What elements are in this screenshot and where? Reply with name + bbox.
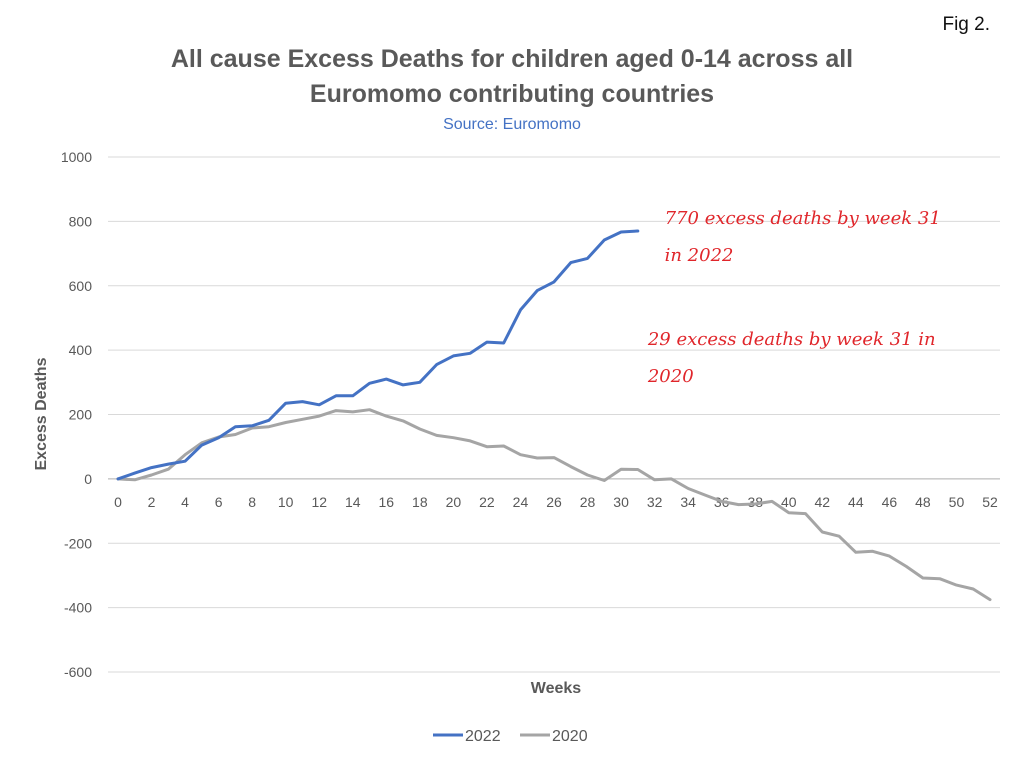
y-tick-label: 400 — [69, 342, 93, 358]
x-tick-label: 28 — [580, 494, 596, 510]
y-tick-label: 0 — [84, 471, 92, 487]
series-lines — [116, 229, 992, 602]
x-tick-label: 48 — [915, 494, 931, 510]
x-tick-label: 4 — [181, 494, 189, 510]
annotation-text: 770 excess deaths by week 31 — [665, 208, 941, 229]
x-tick-label: 40 — [781, 494, 797, 510]
x-tick-label: 2 — [148, 494, 156, 510]
y-tick-label: 800 — [69, 213, 93, 229]
y-tick-label: -600 — [64, 664, 92, 680]
x-tick-label: 18 — [412, 494, 428, 510]
grid-lines — [108, 156, 1000, 673]
y-tick-label: 600 — [69, 278, 93, 294]
x-tick-label: 46 — [882, 494, 898, 510]
y-tick-label: -200 — [64, 535, 92, 551]
y-tick-label: 200 — [69, 407, 93, 423]
chart-title: All cause Excess Deaths for children age… — [0, 42, 1024, 112]
x-tick-label: 26 — [546, 494, 562, 510]
x-tick-label: 50 — [949, 494, 965, 510]
annotations: 770 excess deaths by week 31 in 2022 29 ex… — [647, 208, 941, 387]
series-line-2020 — [116, 408, 992, 602]
y-tick-label: 1000 — [61, 149, 92, 165]
series-line-2022 — [116, 229, 640, 481]
x-tick-label: 6 — [215, 494, 223, 510]
legend-label-2022: 2022 — [465, 728, 501, 745]
x-tick-label: 20 — [446, 494, 462, 510]
x-tick-label: 10 — [278, 494, 294, 510]
x-tick-label: 24 — [513, 494, 529, 510]
x-tick-label: 22 — [479, 494, 495, 510]
chart-title-line-2: Euromomo contributing countries — [309, 80, 715, 108]
x-tick-label: 8 — [248, 494, 256, 510]
y-axis-title: Excess Deaths — [33, 357, 50, 470]
x-tick-label: 14 — [345, 494, 361, 510]
legend-label-2020: 2020 — [552, 728, 588, 745]
x-tick-label: 16 — [379, 494, 395, 510]
chart-title-line-1: All cause Excess Deaths for children age… — [170, 45, 854, 73]
x-tick-label: 38 — [747, 494, 763, 510]
x-tick-label: 0 — [114, 494, 122, 510]
x-tick-label: 34 — [680, 494, 696, 510]
chart-subtitle: Source: Euromomo — [443, 116, 581, 133]
x-tick-label: 44 — [848, 494, 864, 510]
annotation-text: 29 excess deaths by week 31 in — [647, 329, 936, 350]
x-axis-ticks: 0 2 4 6 8 10 12 14 16 18 20 22 24 26 28 30 32 34 36 38 40 42 4… — [114, 494, 998, 510]
y-axis-ticks: 1000 800 600 400 200 0 -200 -400 -600 — [61, 149, 92, 680]
annotation-text: 2020 — [647, 366, 694, 387]
y-tick-label: -400 — [64, 600, 92, 616]
legend: 2022 2020 — [433, 728, 588, 745]
annotation-text: in 2022 — [665, 245, 734, 266]
x-tick-label: 30 — [613, 494, 629, 510]
x-tick-label: 32 — [647, 494, 663, 510]
x-tick-label: 12 — [311, 494, 327, 510]
x-axis-title: Weeks — [531, 680, 582, 697]
figure-label: Fig 2. — [942, 14, 990, 35]
x-tick-label: 42 — [815, 494, 831, 510]
x-tick-label: 52 — [982, 494, 998, 510]
